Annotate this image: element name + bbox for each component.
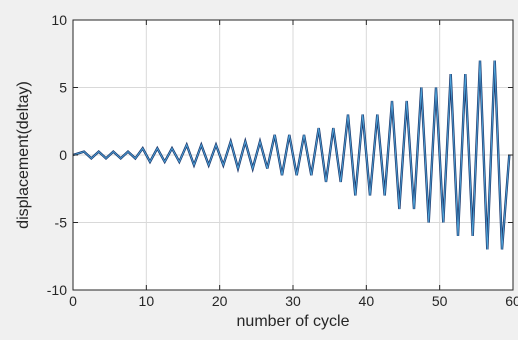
x-tick-label: 60 [505, 293, 518, 309]
x-tick-label: 30 [285, 293, 301, 309]
y-tick-label: -5 [55, 215, 68, 231]
tick-labels: 0 10 20 30 40 50 60 -10 -5 0 5 10 [47, 12, 518, 309]
y-tick-label: 0 [59, 147, 67, 163]
x-axis-label: number of cycle [237, 313, 350, 330]
y-axis-label: displacement(deltay) [15, 81, 32, 229]
x-tick-label: 50 [432, 293, 448, 309]
series-group [72, 60, 511, 250]
x-tick-label: 40 [359, 293, 375, 309]
x-tick-label: 20 [212, 293, 228, 309]
y-tick-label: 10 [51, 12, 67, 28]
x-tick-label: 0 [69, 293, 77, 309]
x-tick-label: 10 [139, 293, 155, 309]
tick-marks [72, 19, 514, 291]
series-line [72, 60, 510, 250]
y-tick-label: -10 [47, 282, 67, 298]
y-tick-label: 5 [59, 80, 67, 96]
